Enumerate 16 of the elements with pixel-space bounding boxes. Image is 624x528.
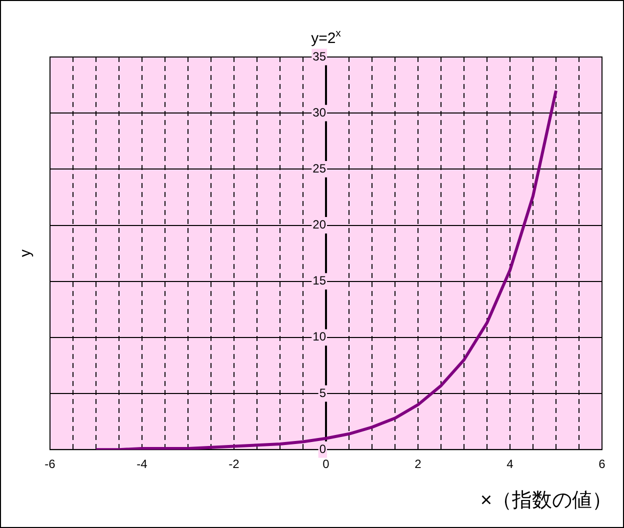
x-tick-label: -6	[44, 457, 56, 472]
x-tick-label: 2	[414, 457, 422, 472]
x-axis-title: ×（指数の値）	[480, 490, 612, 512]
x-tick-label: 6	[598, 457, 606, 472]
y-tick-label: 10	[312, 330, 326, 344]
x-tick-label: 4	[506, 457, 514, 472]
y-tick-label: 25	[312, 161, 326, 176]
y-tick-label: 5	[319, 386, 326, 400]
y-tick-label: 20	[312, 218, 326, 232]
x-tick-label: -2	[228, 457, 240, 472]
y-tick-label: 35	[312, 49, 326, 64]
y-tick-label: 30	[312, 105, 326, 120]
x-tick-label: -4	[136, 457, 148, 472]
y-tick-label: 0	[319, 442, 326, 456]
y-tick-label: 15	[312, 274, 326, 288]
y-axis-title: y	[17, 249, 34, 258]
